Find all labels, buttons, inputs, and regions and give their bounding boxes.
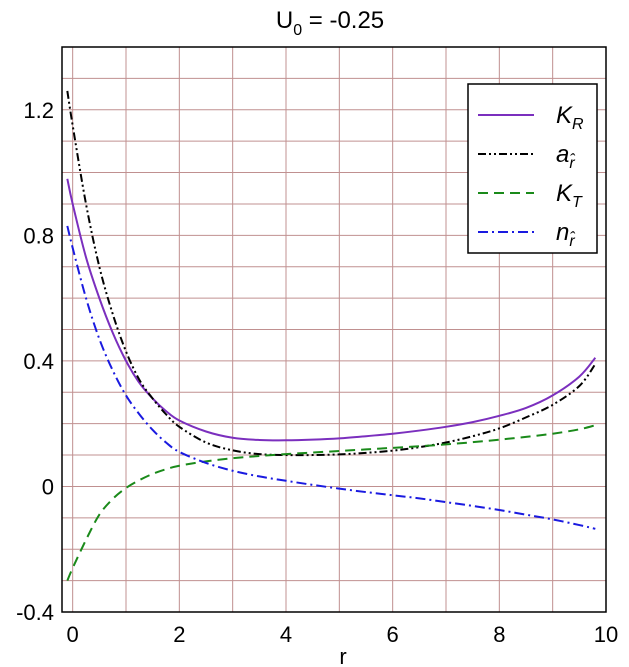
legend-label: KT [556,180,583,211]
chart-title-subscript: 0 [293,22,302,39]
x-tick-label: 8 [493,622,505,647]
legend-box [467,83,598,254]
series-line-4 [66,225,596,530]
legend: KR ar̂ KT nr̂ [467,83,598,254]
tick-labels: 0 2 4 6 8 10 -0.4 0 0.4 0.8 1.2 [16,98,618,647]
chart-title-rest: = -0.25 [302,7,384,34]
y-tick-label: 0 [42,474,54,499]
legend-label: ar̂ [556,141,576,172]
x-tick-label: 10 [594,622,618,647]
legend-label: nr̂ [556,219,576,250]
x-tick-label: 2 [173,622,185,647]
y-tick-label: -0.4 [16,600,54,625]
series-line-1 [66,178,597,442]
y-tick-label: 0.8 [23,223,54,248]
plot-frame [61,46,607,613]
series-line-3 [66,424,596,582]
x-tick-label: 4 [280,622,292,647]
y-tick-label: 0.4 [23,349,54,374]
x-tick-label: 6 [387,622,399,647]
legend-label: KR [556,102,584,133]
y-tick-label: 1.2 [23,98,54,123]
chart-title-main: U [276,7,293,34]
series-line-2 [66,90,597,457]
x-tick-label: 0 [67,622,79,647]
chart-title: U0 = -0.25 [276,7,384,39]
series-lines [66,90,597,582]
x-axis-label: r [339,644,346,667]
